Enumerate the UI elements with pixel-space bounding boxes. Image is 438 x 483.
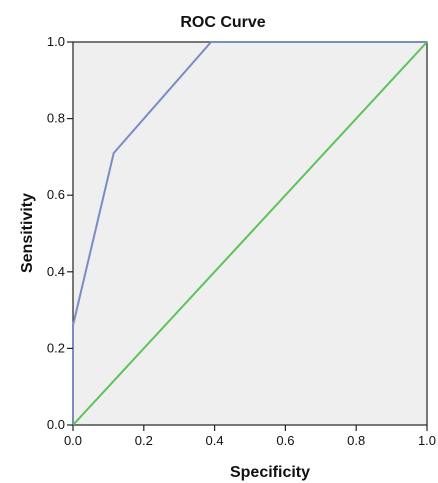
roc-curve-line — [72, 41, 427, 425]
y-tick-label: 0.8 — [47, 111, 65, 126]
x-tick-label: 0.8 — [347, 433, 365, 448]
y-tick-label: 0.4 — [47, 264, 65, 279]
y-tick-label: 0.2 — [47, 340, 65, 355]
y-axis-title: Sensitivity — [19, 193, 36, 273]
y-tick-label: 0.0 — [47, 417, 65, 432]
reference-diagonal-line — [72, 41, 428, 426]
series-layer — [72, 41, 428, 426]
x-tick-label: 0.2 — [135, 433, 153, 448]
y-axis-ticks: 0.0 0.2 0.4 0.6 0.8 1.0 — [47, 34, 73, 432]
x-tick-label: 1.0 — [418, 433, 436, 448]
x-axis-title: Specificity — [230, 464, 310, 481]
y-tick-label: 0.6 — [47, 187, 65, 202]
x-tick-label: 0.0 — [64, 433, 82, 448]
x-axis-ticks: 0.0 0.2 0.4 0.6 0.8 1.0 — [64, 425, 436, 448]
x-tick-label: 0.6 — [276, 433, 294, 448]
chart-title: ROC Curve — [180, 14, 265, 31]
y-tick-label: 1.0 — [47, 34, 65, 49]
x-tick-label: 0.4 — [206, 433, 224, 448]
